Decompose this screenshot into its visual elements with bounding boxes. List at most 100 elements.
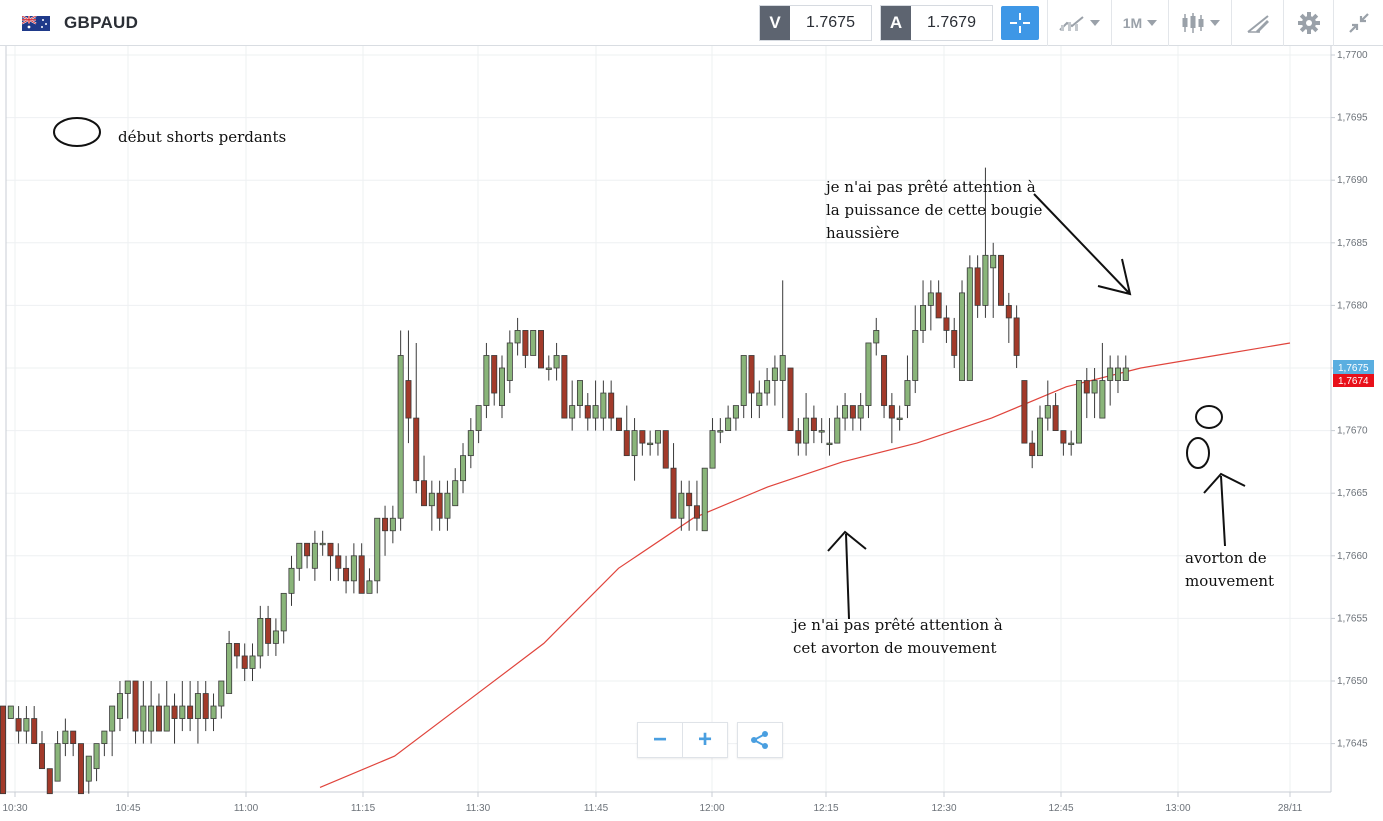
candle: [592, 380, 599, 431]
candle-body-down: [155, 705, 162, 732]
x-tick-label: 12:30: [931, 803, 956, 814]
candle-body-down: [561, 355, 568, 419]
candle-body-up: [389, 517, 396, 532]
zoom-in-button[interactable]: +: [682, 723, 727, 757]
drawing-tools-button[interactable]: [1231, 0, 1283, 46]
candle-body-down: [202, 693, 209, 719]
y-tick-label: 1,7690: [1337, 175, 1368, 186]
candle-body-down: [1005, 304, 1012, 319]
candle: [1060, 430, 1067, 456]
collapse-button[interactable]: [1333, 0, 1383, 46]
price-chart[interactable]: 1,7700 1,7695 1,7690 1,7685 1,7680 1,7675 1,76…: [0, 46, 1383, 821]
candle-body-up: [1099, 380, 1106, 419]
candle-body-down: [304, 542, 311, 557]
candle: [444, 480, 451, 531]
candle-body-down: [233, 643, 240, 657]
candle: [421, 455, 428, 507]
candle-body-up: [116, 693, 123, 719]
candle: [982, 167, 989, 318]
candle-body-up: [842, 405, 849, 419]
candle: [553, 342, 560, 381]
candle: [693, 480, 700, 531]
zoom-out-button[interactable]: −: [652, 726, 667, 753]
candle-body-up: [163, 705, 170, 732]
candle-body-down: [537, 330, 544, 369]
chart-type-button[interactable]: [1047, 0, 1111, 46]
candle: [7, 705, 14, 719]
candle: [491, 355, 498, 406]
candle-body-up: [374, 517, 381, 582]
candle-body-up: [631, 430, 638, 457]
candle: [1068, 430, 1075, 456]
candle: [179, 681, 186, 732]
x-tick-label: 12:15: [813, 803, 838, 814]
candle-body-up: [514, 330, 521, 344]
timeframe-selector[interactable]: 1M: [1111, 0, 1168, 46]
candle: [631, 418, 638, 481]
candle: [116, 681, 123, 732]
candle-body-up: [592, 405, 599, 419]
candle-body-up: [530, 330, 537, 356]
candle-body-up: [54, 743, 61, 782]
share-button[interactable]: [738, 723, 782, 757]
candle-body-up: [725, 417, 732, 431]
candle: [38, 731, 45, 770]
candle: [826, 418, 833, 456]
candle-body-up: [1037, 417, 1044, 457]
candle-body-down: [951, 330, 958, 356]
candle-body-up: [296, 542, 303, 569]
annotation-right-arrow: [1203, 472, 1246, 547]
candle: [771, 355, 778, 406]
candle-body-down: [436, 492, 443, 519]
candle: [54, 731, 61, 782]
settings-button[interactable]: [1283, 0, 1333, 46]
candle-body-up: [912, 330, 919, 381]
candle: [428, 480, 435, 531]
candle: [304, 542, 311, 569]
candle-body-up: [483, 355, 490, 406]
x-tick-label: 12:45: [1048, 803, 1073, 814]
candle: [148, 681, 155, 744]
candle: [717, 418, 724, 444]
annotation-mid-line1: je n'ai pas prêté attention à: [791, 616, 1003, 634]
candle: [576, 380, 583, 419]
candle: [1044, 380, 1051, 431]
instrument-symbol[interactable]: GBPAUD: [64, 13, 139, 32]
candle-body-down: [1013, 317, 1020, 356]
candle: [654, 430, 661, 456]
candle: [1029, 430, 1036, 469]
candle: [85, 755, 92, 794]
chevron-down-icon: [1090, 20, 1100, 26]
candle: [163, 681, 170, 732]
candle: [187, 681, 194, 732]
candle-body-up: [545, 367, 552, 370]
crosshair-button[interactable]: [1001, 6, 1039, 40]
candle-body-up: [101, 730, 108, 745]
candle-body-down: [405, 380, 412, 419]
x-tick-label: 12:00: [699, 803, 724, 814]
candle-body-down: [187, 705, 194, 719]
candle-body-up: [397, 355, 404, 519]
candle: [257, 605, 264, 669]
candle-body-down: [335, 555, 342, 569]
bid-price-button[interactable]: V 1.7675: [759, 5, 872, 41]
uk-australia-flag-icon: [22, 16, 50, 31]
candle: [1075, 380, 1082, 444]
candle-body-down: [943, 317, 950, 331]
crosshair-icon: [1010, 13, 1030, 33]
candle: [725, 405, 732, 431]
y-tick-label: 1,7700: [1337, 50, 1368, 61]
ask-price-button[interactable]: A 1.7679: [880, 5, 993, 41]
candle: [709, 418, 716, 469]
drawing-icon: [1246, 15, 1269, 33]
y-tick-label: 1,7665: [1337, 488, 1368, 499]
y-tick-label: 1,7680: [1337, 300, 1368, 311]
candle-body-up: [1068, 442, 1075, 446]
candle-body-up: [179, 705, 186, 719]
candle-body-down: [1083, 380, 1090, 394]
collapse-icon: [1348, 13, 1369, 33]
candlestick-button[interactable]: [1168, 0, 1231, 46]
annotation-mid-line2: cet avorton de mouvement: [793, 639, 996, 657]
candle-body-down: [241, 655, 248, 669]
candle: [132, 680, 139, 744]
